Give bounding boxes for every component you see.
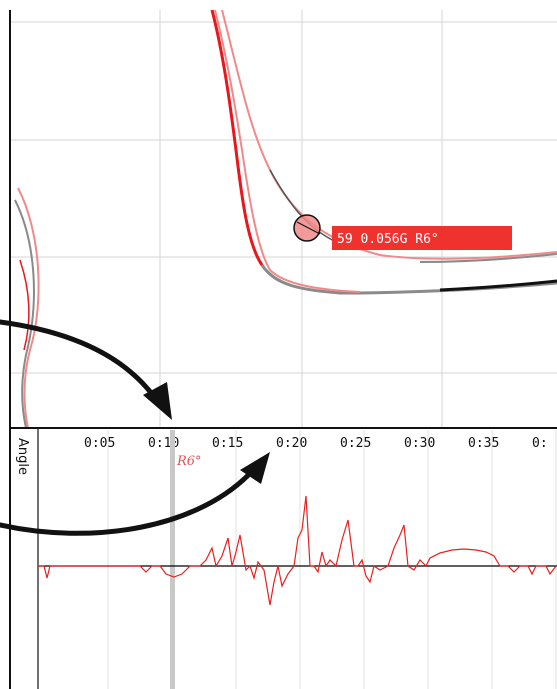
graph-pane[interactable]: Angle 0:05 0:10 0:15 0:20 0:25 0:30 0:35…	[9, 427, 557, 689]
map-track-left	[14, 187, 40, 429]
map-grid	[10, 10, 557, 428]
time-tick: 0:30	[404, 436, 435, 451]
arrow-head	[143, 382, 172, 420]
time-cursor[interactable]: R6°	[170, 430, 202, 689]
position-marker[interactable]	[293, 214, 321, 242]
tooltip-text: 59 0.056G R6°	[337, 232, 439, 247]
position-tooltip: 59 0.056G R6°	[332, 226, 512, 250]
annotation-arrow	[0, 465, 258, 536]
time-tick: 0:	[532, 436, 548, 451]
time-tick: 0:20	[276, 436, 307, 451]
map-pane[interactable]: 59 0.056G R6°	[9, 9, 557, 429]
time-tick: 0:05	[84, 436, 115, 451]
time-axis: 0:05 0:10 0:15 0:20 0:25 0:30 0:35 0:	[84, 436, 548, 451]
time-tick: 0:35	[468, 436, 499, 451]
annotation-arrows	[0, 319, 270, 536]
angle-trace	[38, 495, 557, 606]
cursor-label: R6°	[176, 454, 202, 469]
channel-label: Angle	[15, 438, 30, 475]
time-tick: 0:25	[340, 436, 371, 451]
arrow-head	[240, 452, 270, 484]
time-tick: 0:15	[212, 436, 243, 451]
annotation-arrow	[0, 319, 158, 401]
